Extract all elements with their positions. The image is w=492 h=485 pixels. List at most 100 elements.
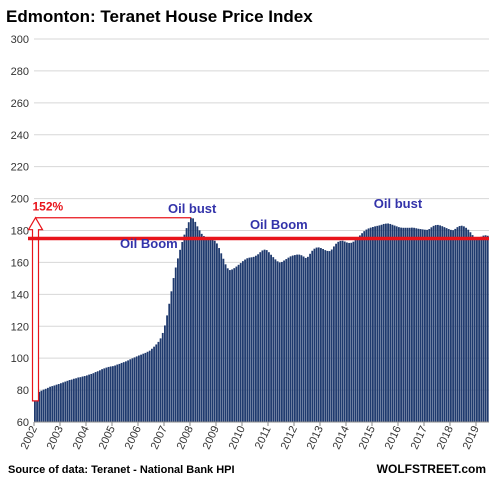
x-tick-label: 2010 — [227, 424, 248, 451]
increase-arrow — [27, 216, 44, 402]
bar — [75, 378, 77, 422]
bar — [402, 227, 405, 422]
bar — [391, 224, 394, 422]
bar — [36, 397, 38, 422]
bar — [66, 380, 69, 422]
bar — [437, 224, 439, 422]
bar — [220, 253, 223, 422]
bar — [252, 256, 255, 422]
bar — [57, 384, 60, 422]
bar — [213, 240, 216, 422]
y-tick-label: 200 — [11, 194, 29, 206]
y-tick-label: 280 — [11, 66, 29, 78]
bar — [34, 400, 36, 422]
bar — [53, 385, 56, 422]
bar — [179, 249, 181, 422]
bar — [183, 234, 186, 422]
bar — [226, 268, 229, 422]
bar — [185, 228, 188, 422]
bar — [307, 256, 309, 422]
bar — [285, 259, 288, 422]
bar — [443, 227, 446, 422]
bar — [424, 229, 426, 422]
bar — [174, 267, 177, 422]
bar — [367, 228, 370, 422]
bar — [434, 225, 437, 422]
bar — [153, 346, 155, 422]
bar — [148, 350, 151, 422]
bar — [419, 229, 422, 422]
bar — [107, 366, 110, 422]
bar — [411, 227, 413, 422]
bar — [452, 230, 454, 422]
bar — [222, 258, 225, 422]
bar — [354, 240, 357, 422]
bar — [263, 249, 266, 422]
y-tick-label: 240 — [11, 130, 29, 142]
bar — [426, 229, 428, 422]
source-note: Source of data: Teranet - National Bank … — [8, 464, 235, 476]
bar — [404, 227, 407, 422]
bar — [408, 227, 411, 422]
bar — [428, 229, 431, 422]
bar — [164, 325, 166, 422]
bar — [81, 376, 84, 422]
bar — [395, 226, 398, 422]
bar — [190, 217, 192, 422]
chart-title: Edmonton: Teranet House Price Index — [6, 7, 313, 26]
bar — [350, 242, 353, 422]
bar — [73, 378, 75, 422]
bar — [447, 229, 450, 422]
bar — [161, 332, 164, 422]
bar — [471, 235, 474, 422]
bar — [135, 356, 138, 422]
bar — [140, 354, 142, 422]
x-tick-label: 2006 — [123, 424, 144, 451]
bar — [287, 257, 290, 422]
bar — [385, 223, 387, 422]
bar — [421, 229, 424, 422]
x-tick-label: 2005 — [97, 424, 118, 451]
x-tick-label: 2015 — [357, 424, 378, 451]
bar — [229, 270, 231, 422]
bar — [47, 387, 49, 422]
bar — [330, 249, 333, 422]
bar — [365, 229, 368, 422]
bar — [415, 228, 418, 422]
bar — [320, 248, 322, 422]
bar — [198, 230, 201, 422]
bar — [192, 218, 194, 422]
x-tick-label: 2013 — [305, 424, 326, 451]
bar — [42, 389, 45, 422]
bar — [170, 291, 173, 422]
bar — [328, 251, 331, 422]
bar — [467, 229, 470, 422]
bar — [120, 362, 123, 422]
bar — [294, 255, 296, 422]
bar — [430, 227, 433, 422]
bar — [300, 255, 303, 422]
bar — [242, 261, 244, 422]
bar — [235, 266, 238, 422]
bar — [159, 338, 162, 422]
bar — [131, 358, 134, 422]
annotations-layer: 152% Oil Boom Oil bust Oil Boom Oil bust — [27, 196, 489, 402]
bar — [445, 228, 448, 422]
y-tick-label: 140 — [11, 289, 29, 301]
bar — [246, 258, 249, 422]
bar — [270, 254, 272, 422]
x-tick-label: 2012 — [279, 424, 300, 451]
bar — [79, 377, 82, 422]
annotation-label: Oil Boom — [120, 236, 178, 251]
bar — [376, 225, 379, 422]
bar — [289, 256, 292, 422]
bar — [486, 235, 489, 422]
x-tick-label: 2017 — [409, 424, 430, 451]
bar — [142, 353, 145, 422]
bar — [276, 261, 279, 422]
x-tick-label: 2014 — [331, 424, 352, 451]
bar — [283, 260, 285, 422]
bar — [77, 377, 80, 422]
bar — [335, 243, 337, 422]
bar — [38, 391, 41, 422]
